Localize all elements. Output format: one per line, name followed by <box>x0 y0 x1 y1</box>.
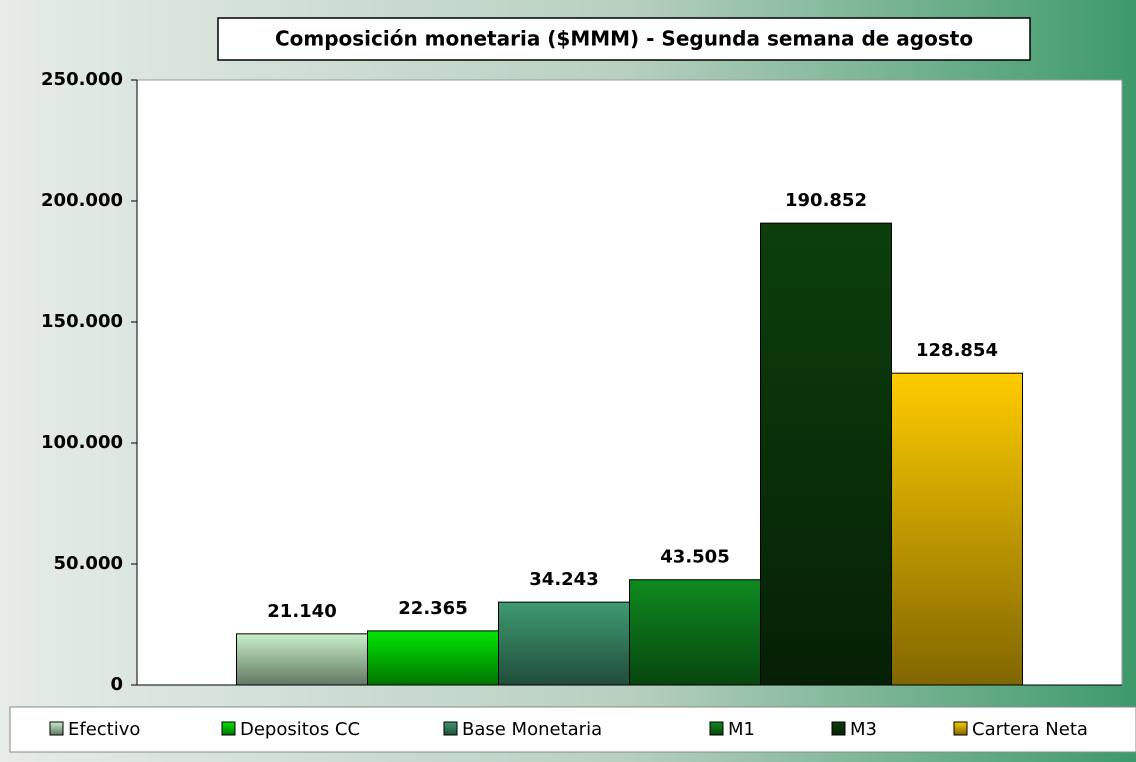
title-box <box>217 17 1031 61</box>
legend-label: M1 <box>728 719 755 740</box>
legend-swatch <box>221 721 236 736</box>
legend-swatch <box>443 721 458 736</box>
y-tick-label: 250.000 <box>41 69 123 90</box>
value-label: 34.243 <box>529 569 598 590</box>
y-tick-label: 0 <box>110 674 123 695</box>
value-label: 190.852 <box>785 190 867 211</box>
value-label: 22.365 <box>398 598 467 619</box>
legend-swatch <box>709 721 724 736</box>
legend-swatch <box>953 721 968 736</box>
bar <box>367 630 499 686</box>
y-tick-label: 100.000 <box>41 432 123 453</box>
value-label: 21.140 <box>267 601 336 622</box>
bar <box>760 222 892 686</box>
y-tick-label: 150.000 <box>41 311 123 332</box>
legend-box <box>9 706 1136 753</box>
y-tick-label: 50.000 <box>54 553 123 574</box>
bar <box>236 633 368 686</box>
legend-swatch <box>831 721 846 736</box>
value-label: 43.505 <box>660 547 729 568</box>
bar <box>498 601 630 686</box>
legend-label: M3 <box>850 719 877 740</box>
legend-swatch <box>49 721 64 736</box>
legend-label: Efectivo <box>68 719 140 740</box>
legend-label: Cartera Neta <box>972 719 1088 740</box>
y-tick-label: 200.000 <box>41 190 123 211</box>
chart-title: Composición monetaria ($MMM) - Segunda s… <box>275 27 973 51</box>
legend-label: Base Monetaria <box>462 719 602 740</box>
bar <box>629 579 761 686</box>
value-label: 128.854 <box>916 340 998 361</box>
legend-label: Depositos CC <box>240 719 360 740</box>
bar <box>891 372 1023 686</box>
